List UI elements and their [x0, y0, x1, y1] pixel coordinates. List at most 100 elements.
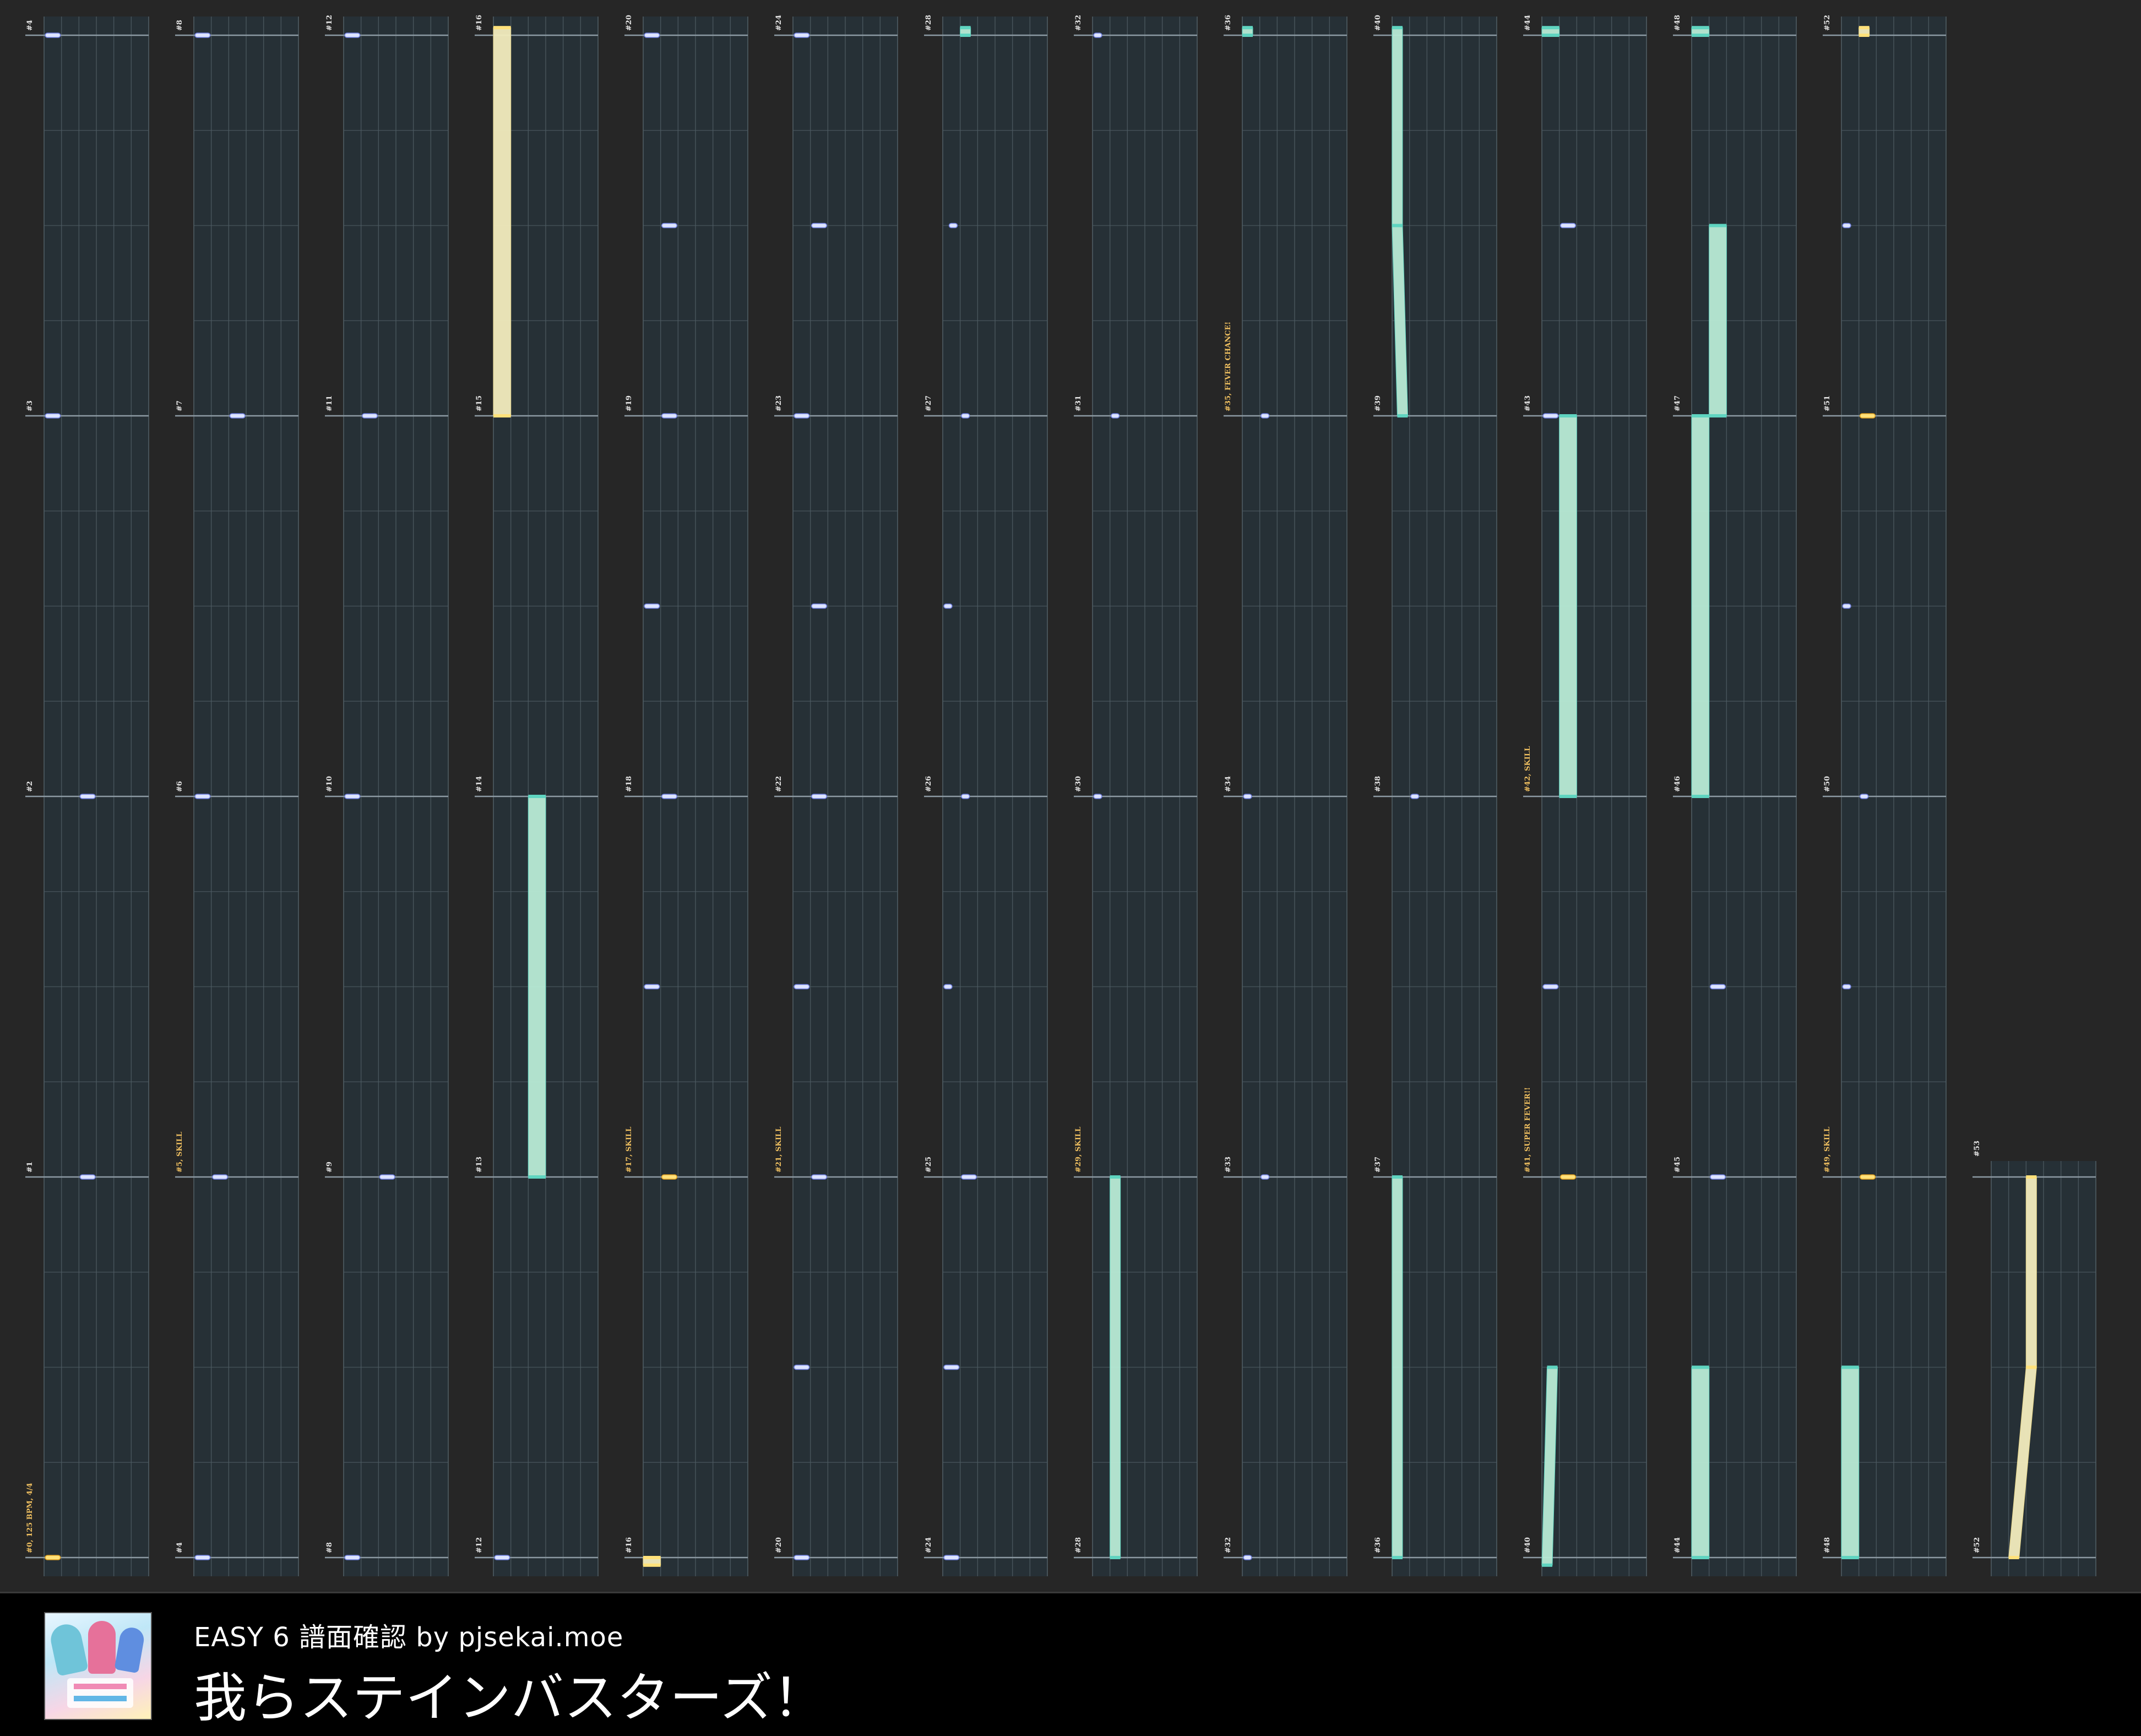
slide-start [1692, 795, 1709, 798]
critical-slide [2025, 1176, 2037, 1368]
critical-note [1559, 1174, 1577, 1180]
song-title: 我らステインバスターズ！ [194, 1667, 826, 1729]
slide-end [960, 26, 971, 30]
measure-label: #41, SUPER FEVER!! [1524, 1087, 1532, 1173]
measure-label: #44 [1524, 15, 1532, 31]
measure-label: #20 [625, 15, 633, 31]
measure-label: #4 [26, 20, 34, 31]
tap-note [1842, 223, 1851, 229]
tap-note [1709, 1174, 1726, 1180]
slide-start [1692, 34, 1709, 37]
measure-label: #38 [1374, 776, 1382, 792]
tap-note [1243, 1555, 1252, 1560]
measure-label: #30 [1074, 776, 1083, 792]
measure-label: #14 [475, 776, 483, 792]
measure-label: #48 [1823, 1537, 1832, 1553]
measure-label: #18 [625, 776, 633, 792]
slide-start [1542, 1563, 1552, 1567]
slide-start [960, 34, 971, 37]
slide-end [1841, 1365, 1859, 1369]
slide-start [1392, 224, 1403, 227]
measure-label: #8 [325, 1542, 334, 1553]
tap-note [811, 794, 828, 799]
chart-column: #53 #52 [1972, 1141, 2096, 1576]
tap-note [661, 223, 678, 229]
slide-body [1559, 415, 1577, 797]
measure-label: #24 [775, 15, 783, 31]
chart-area: #4 #3 #2 #1 #0, 125 BPM, 4/4 #8 #7 #6 #5, SKILL #… [25, 15, 2096, 1576]
measure-label: #16 [625, 1537, 633, 1553]
chart-column: #12 #11 #10 #9 #8 [325, 15, 449, 1576]
chart-column: #40 #39 #38 #37 #36 [1373, 15, 1497, 1576]
tap-note [794, 413, 810, 419]
measure-label: #32 [1224, 1537, 1232, 1553]
measure-label: #17, SKILL [625, 1127, 633, 1173]
measure-label: #5, SKILL [176, 1132, 184, 1173]
measure-label: #37 [1374, 1157, 1382, 1173]
measure-label: #19 [625, 395, 633, 411]
slide-start [1859, 34, 1870, 37]
slide-start [1841, 1556, 1859, 1559]
tap-note [644, 603, 660, 609]
tap-note [344, 794, 361, 799]
slide-end [1547, 1365, 1558, 1369]
measure-label: #29, SKILL [1074, 1127, 1083, 1173]
chart-svg: #4#3#2#1#0, 125 BPM, 4/4#8#7#6#5, SKILL#… [25, 15, 2096, 1576]
slide-end [2026, 1175, 2037, 1179]
critical-note [661, 1174, 678, 1180]
slide-start [528, 1175, 546, 1179]
measure-label: #15 [475, 395, 483, 411]
measure-label: #47 [1673, 395, 1682, 411]
slide-end [1242, 26, 1253, 30]
tap-note [229, 413, 246, 419]
tap-note [1842, 603, 1851, 609]
tap-note [943, 1364, 960, 1370]
critical-slide [493, 27, 512, 416]
tap-note [1093, 794, 1102, 799]
slide-body [1709, 225, 1727, 416]
measure-label: #1 [26, 1162, 34, 1173]
slide-body [1110, 1176, 1121, 1558]
slide-start [2008, 1556, 2019, 1559]
slide-start [643, 1563, 661, 1567]
measure-label: #40 [1374, 15, 1382, 31]
tap-note [794, 1555, 810, 1560]
tap-note [1410, 794, 1420, 799]
tap-note [1559, 223, 1577, 229]
measure-label: #35, FEVER CHANCE! [1224, 322, 1232, 411]
chart-columns: #4#3#2#1#0, 125 BPM, 4/4#8#7#6#5, SKILL#… [25, 15, 2096, 1576]
tap-note [379, 1174, 395, 1180]
tap-note [661, 413, 678, 419]
slide-end [1692, 1365, 1709, 1369]
measure-label: #33 [1224, 1157, 1232, 1173]
footer: EASY 6 譜面確認 by pjsekai.moe 我らステインバスターズ！ [0, 1592, 2141, 1736]
slide-start [2026, 1365, 2037, 1369]
tap-note [960, 413, 970, 419]
measure-label: #8 [176, 20, 184, 31]
tap-note [79, 794, 96, 799]
critical-note [1859, 413, 1876, 419]
chart-subtitle: EASY 6 譜面確認 by pjsekai.moe [194, 1622, 624, 1653]
tap-note [794, 984, 810, 990]
measure-label: #28 [1074, 1537, 1083, 1553]
tap-note [960, 1174, 977, 1180]
tap-note [794, 1364, 810, 1370]
measure-label: #7 [176, 400, 184, 411]
slide-body [1392, 1176, 1403, 1558]
tap-note [943, 984, 953, 990]
measure-label: #39 [1374, 395, 1382, 411]
measure-label: #20 [775, 1537, 783, 1553]
measure-label: #23 [775, 395, 783, 411]
tap-note [194, 1555, 211, 1560]
measure-label: #6 [176, 781, 184, 792]
chart-column: #8 #7 #6 #5, SKILL #4 [175, 17, 299, 1576]
slide-end [1392, 1175, 1403, 1179]
chart-column: #36 #35, FEVER CHANCE! #34 #33 #32 [1224, 15, 1347, 1576]
measure-label: #51 [1823, 395, 1832, 411]
measure-label: #28 [925, 15, 933, 31]
measure-label: #36 [1374, 1537, 1382, 1553]
tap-note [644, 984, 660, 990]
slide-end [1692, 26, 1709, 30]
chart-column: #32 #31 #30 #29, SKILL #28 [1074, 15, 1198, 1576]
slide-end [643, 1556, 661, 1559]
